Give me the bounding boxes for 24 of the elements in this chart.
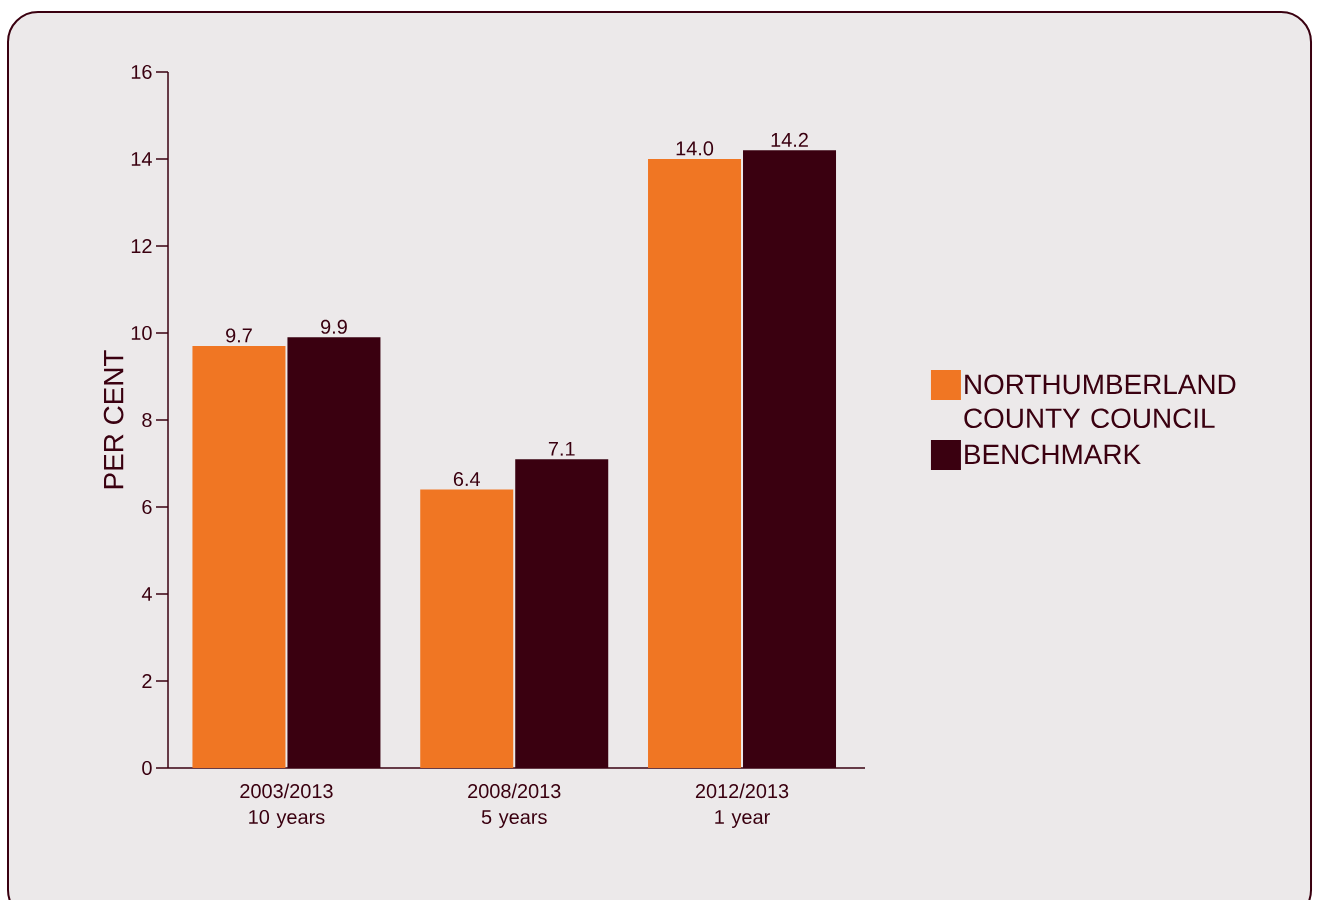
data-label: 14.0 [676,141,714,156]
y-axis-title: PER CENT [103,350,124,489]
y-tick-label: 12 [131,239,152,253]
y-tick-label: 8 [142,412,152,428]
x-tick-label: 2008/2013 5 years [468,783,561,828]
y-tick-label: 14 [131,152,152,166]
bar [420,489,514,768]
data-label: 9.7 [226,328,252,343]
data-label: 9.9 [321,319,347,334]
y-tick-label: 0 [142,760,152,776]
legend-label: NORTHUMBERLAND COUNTY COUNCIL [964,374,1236,429]
x-tick-label: 2012/2013 1 year [695,783,789,828]
y-tick-label: 10 [131,325,152,341]
legend-label: BENCHMARK [965,444,1141,465]
x-tick-label: 2003/2013 10 years [240,783,333,828]
data-label: 14.2 [771,132,808,147]
data-label: 7.1 [548,441,575,456]
y-tick-label: 16 [131,64,152,80]
y-tick-label: 4 [141,587,152,601]
bar [192,346,286,768]
y-tick-label: 2 [142,674,152,688]
data-label: 6.4 [453,471,481,487]
y-tick-label: 6 [142,499,152,515]
bar [648,158,742,768]
